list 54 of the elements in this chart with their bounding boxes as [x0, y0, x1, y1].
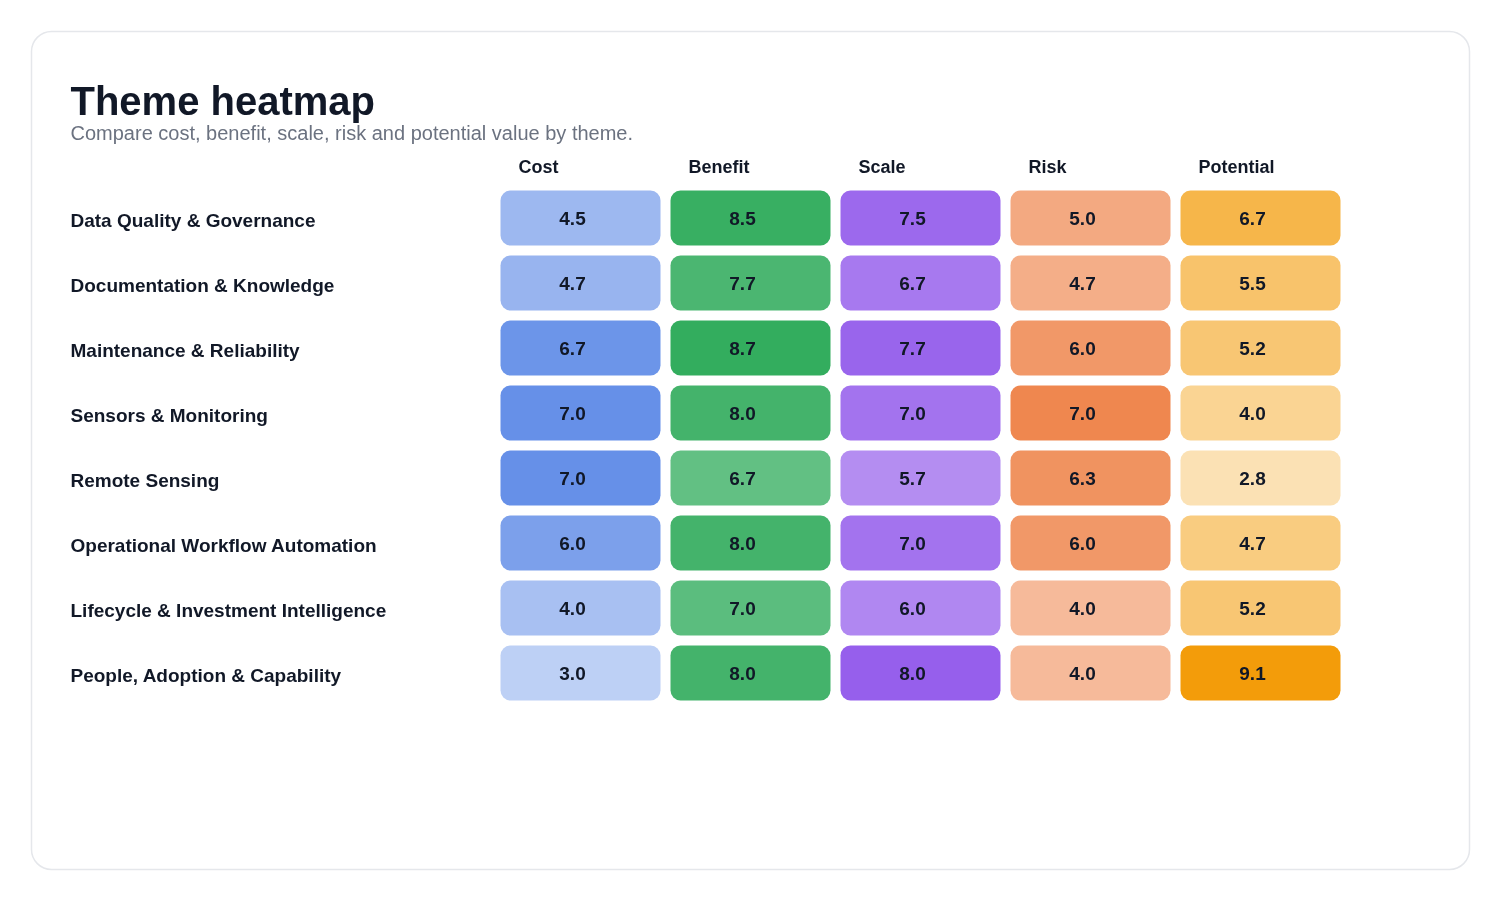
y-tick-label: Maintenance & Reliability [70, 339, 301, 361]
data-label: 5.2 [1239, 337, 1266, 359]
data-label: 4.7 [1069, 272, 1096, 294]
y-tick-label: Sensors & Monitoring [70, 404, 268, 426]
data-label: 4.7 [559, 272, 586, 294]
data-label: 6.0 [1069, 532, 1096, 554]
data-label: 7.7 [899, 337, 926, 359]
data-label: 4.5 [559, 207, 587, 229]
x-tick-label: Potential [1198, 156, 1275, 177]
data-label: 6.3 [1069, 467, 1096, 489]
data-label: 6.7 [1239, 207, 1266, 229]
y-tick-label: People, Adoption & Capability [70, 664, 342, 686]
data-label: 4.0 [1239, 402, 1266, 424]
data-label: 8.7 [729, 337, 756, 359]
data-label: 8.0 [729, 662, 756, 684]
data-label: 9.1 [1239, 662, 1267, 684]
x-tick-label: Scale [858, 156, 906, 177]
data-label: 5.2 [1239, 597, 1266, 619]
data-label: 5.7 [899, 467, 926, 489]
data-label: 6.7 [899, 272, 926, 294]
data-label: 2.8 [1239, 467, 1266, 489]
data-label: 6.7 [729, 467, 756, 489]
chart-title: Theme heatmap [70, 78, 376, 123]
y-tick-label: Operational Workflow Automation [70, 534, 377, 556]
y-tick-label: Lifecycle & Investment Intelligence [70, 599, 387, 621]
y-tick-label: Data Quality & Governance [70, 209, 316, 231]
data-label: 6.0 [1069, 337, 1096, 359]
data-label: 7.0 [559, 467, 586, 489]
data-label: 4.7 [1239, 532, 1266, 554]
data-label: 3.0 [559, 662, 586, 684]
data-label: 7.7 [729, 272, 756, 294]
data-label: 8.0 [729, 402, 756, 424]
data-label: 8.0 [729, 532, 756, 554]
y-tick-label: Remote Sensing [70, 469, 220, 491]
data-label: 7.0 [559, 402, 586, 424]
data-label: 7.0 [1069, 402, 1096, 424]
data-label: 7.5 [899, 207, 927, 229]
data-label: 6.7 [559, 337, 586, 359]
data-label: 4.0 [559, 597, 586, 619]
y-tick-label: Documentation & Knowledge [70, 274, 335, 296]
data-label: 7.0 [729, 597, 756, 619]
data-label: 5.0 [1069, 207, 1096, 229]
data-label: 6.0 [899, 597, 926, 619]
data-label: 4.0 [1069, 597, 1096, 619]
data-label: 4.0 [1069, 662, 1096, 684]
data-label: 8.5 [729, 207, 757, 229]
data-label: 7.0 [899, 532, 926, 554]
x-tick-label: Cost [518, 156, 559, 177]
data-label: 7.0 [899, 402, 926, 424]
x-tick-label: Benefit [688, 156, 750, 177]
data-label: 5.5 [1239, 272, 1267, 294]
x-tick-label: Risk [1028, 156, 1068, 177]
data-label: 8.0 [899, 662, 926, 684]
data-label: 6.0 [559, 532, 586, 554]
